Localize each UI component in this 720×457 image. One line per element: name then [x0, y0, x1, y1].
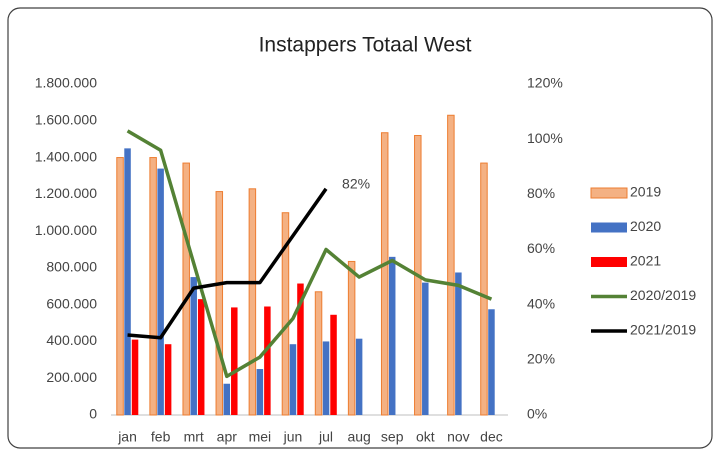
- legend-label: 2020/2019: [630, 287, 696, 303]
- bar: [447, 114, 455, 416]
- bar: [157, 168, 164, 415]
- x-tick-label: jan: [117, 429, 137, 445]
- bar: [314, 291, 323, 416]
- y-tick-label: 0: [89, 406, 97, 422]
- bar: [116, 157, 124, 416]
- x-tick-label: sep: [381, 429, 404, 445]
- data-label: 82%: [342, 176, 370, 192]
- bar: [281, 212, 290, 416]
- y-tick-label: 600.000: [46, 295, 97, 311]
- bar: [297, 283, 304, 415]
- bar: [388, 256, 396, 415]
- bar: [215, 191, 224, 416]
- bar: [480, 162, 488, 416]
- x-tick-label: apr: [217, 429, 238, 445]
- bar: [223, 383, 231, 415]
- bar: [231, 307, 238, 415]
- y-tick-label: 800.000: [46, 259, 97, 275]
- y-tick-label: 1.000.000: [35, 222, 97, 238]
- y2-tick-label: 0%: [527, 406, 547, 422]
- y2-tick-label: 60%: [527, 240, 555, 256]
- legend-label: 2021: [630, 253, 661, 269]
- line-series: [126, 129, 493, 379]
- bar: [131, 339, 139, 415]
- bar: [190, 277, 197, 415]
- x-tick-label: dec: [480, 429, 503, 445]
- legend-label: 2019: [630, 184, 661, 200]
- y-tick-label: 1.200.000: [35, 185, 97, 201]
- bar: [289, 344, 297, 415]
- bar: [164, 344, 172, 415]
- bar: [488, 309, 495, 415]
- bar: [322, 341, 330, 415]
- x-tick-label: mrt: [184, 429, 204, 445]
- bar: [355, 338, 363, 415]
- x-tick-label: mei: [249, 429, 272, 445]
- x-tick-label: aug: [347, 429, 370, 445]
- line-series: [127, 187, 328, 340]
- x-tick-label: jul: [318, 429, 333, 445]
- bar: [197, 299, 205, 415]
- x-tick-label: okt: [416, 429, 435, 445]
- y2-tick-label: 40%: [527, 295, 555, 311]
- y2-tick-label: 80%: [527, 185, 555, 201]
- legend-label: 2020: [630, 218, 661, 234]
- y-tick-label: 1.600.000: [35, 111, 97, 127]
- legend-swatch: [591, 222, 627, 233]
- x-tick-label: jun: [283, 429, 303, 445]
- bar: [330, 314, 337, 415]
- y-tick-label: 1.800.000: [35, 75, 97, 91]
- y2-tick-label: 120%: [527, 75, 563, 91]
- legend-swatch: [591, 257, 627, 267]
- bar: [264, 306, 271, 415]
- y-tick-label: 1.400.000: [35, 148, 97, 164]
- y-tick-label: 200.000: [46, 369, 97, 385]
- legend-label: 2021/2019: [630, 322, 696, 338]
- bar: [149, 157, 157, 416]
- x-tick-label: nov: [447, 429, 470, 445]
- legend-swatch: [590, 187, 628, 199]
- bar: [380, 132, 389, 416]
- bar: [182, 162, 190, 416]
- bar: [248, 188, 257, 416]
- chart-title: Instappers Totaal West: [259, 34, 472, 57]
- bar: [256, 369, 264, 415]
- bar: [347, 260, 356, 416]
- y2-tick-label: 100%: [527, 130, 563, 146]
- y-tick-label: 400.000: [46, 332, 97, 348]
- x-tick-label: feb: [151, 429, 171, 445]
- bar: [422, 282, 429, 415]
- y2-tick-label: 20%: [527, 351, 555, 367]
- bar: [124, 148, 131, 415]
- bar: [455, 272, 462, 415]
